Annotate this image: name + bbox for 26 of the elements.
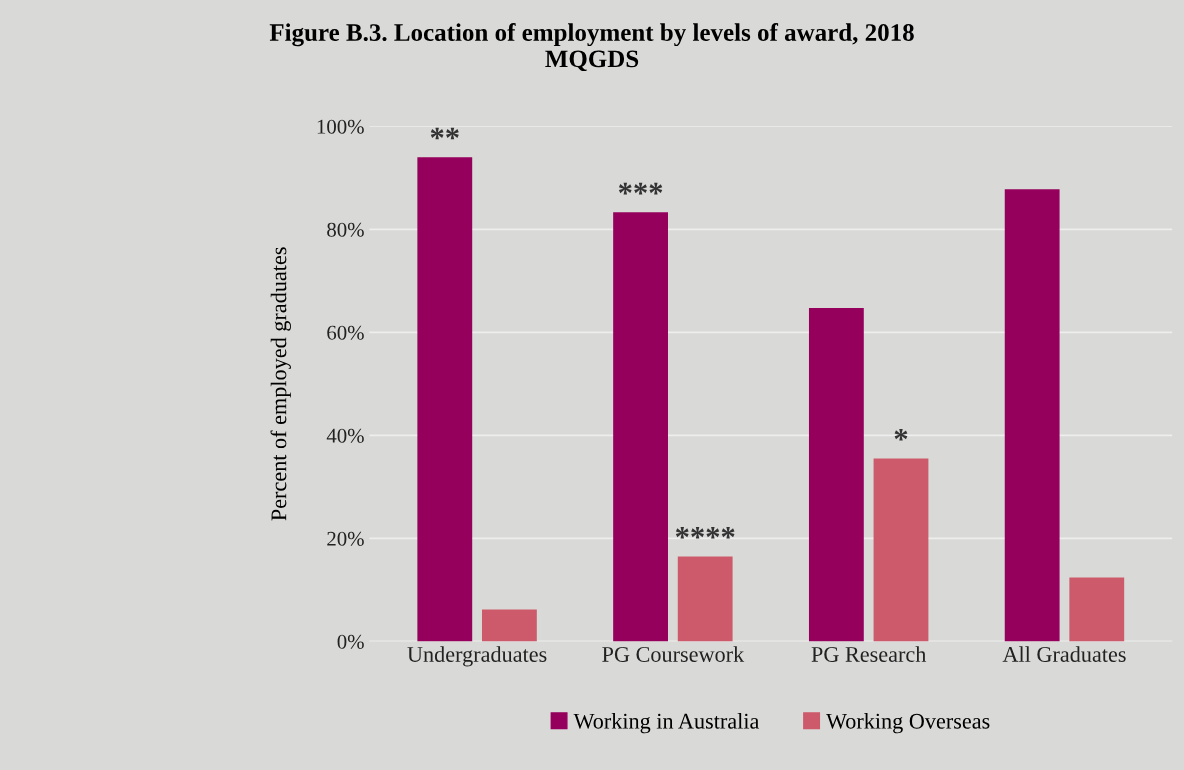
annotation: * (894, 429, 908, 441)
chart-title: Figure B.3. Location of employment by levels of award, 2018 MQGDS (269, 23, 914, 72)
bar (1069, 577, 1125, 642)
bar (481, 609, 537, 642)
bar (417, 157, 473, 642)
annotation: ** (430, 127, 459, 140)
y-tick-label: 20% (327, 531, 364, 546)
y-tick-label: 100% (317, 119, 364, 134)
y-tick-label: 60% (327, 325, 364, 340)
x-tick-label: All Graduates (1002, 646, 1126, 662)
x-tick-label: PG Coursework (602, 646, 745, 662)
legend-label: Working in Australia (573, 713, 760, 734)
y-tick-label: 80% (327, 222, 364, 237)
x-tick-label: Undergraduates (407, 646, 547, 667)
y-tick-label: 40% (326, 428, 364, 443)
x-tick-label: PG Research (811, 646, 927, 662)
bar (613, 212, 668, 642)
bar (1004, 189, 1060, 642)
bar (677, 556, 733, 642)
annotation: **** (675, 526, 735, 539)
y-tick-label: 0% (337, 634, 364, 649)
bar (808, 308, 864, 642)
annotation: *** (618, 182, 663, 195)
bar (873, 458, 929, 642)
y-axis-title: Percent of employed graduates (270, 247, 291, 521)
legend-label: Working Overseas (826, 713, 990, 734)
